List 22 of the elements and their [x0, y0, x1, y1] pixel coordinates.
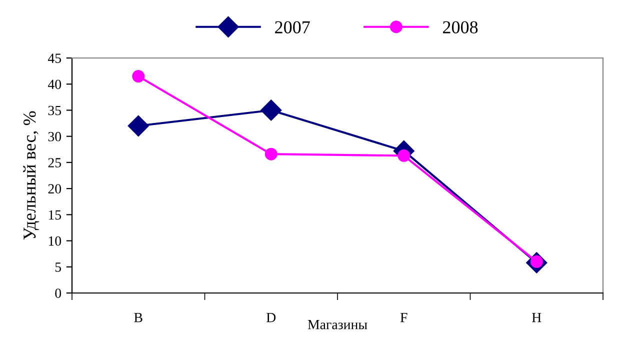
y-tick-label: 25: [48, 158, 62, 168]
y-tick-label: 15: [48, 210, 62, 220]
y-tick-label: 10: [48, 236, 62, 246]
x-tick-label: D: [266, 312, 276, 322]
legend-label: 2007: [275, 21, 310, 34]
y-axis-title: Удельный вес, %: [23, 111, 40, 240]
point: [260, 100, 282, 121]
point: [132, 70, 145, 83]
y-tick-label: 35: [48, 106, 62, 116]
x-tick-label: F: [400, 312, 408, 322]
y-tick-label: 40: [48, 80, 62, 90]
point: [264, 148, 278, 160]
y-tick-label: 45: [48, 54, 62, 63]
y-tick-label: 20: [48, 184, 62, 194]
x-tick-label: B: [134, 312, 142, 322]
legend-label: 2008: [443, 21, 478, 34]
x-tick-label: H: [532, 312, 542, 322]
y-tick-label: 5: [55, 262, 62, 272]
point: [128, 115, 149, 136]
y-tick-label: 0: [55, 288, 62, 298]
x-axis-title: Магазины: [308, 320, 368, 330]
y-tick-label: 30: [48, 132, 62, 142]
